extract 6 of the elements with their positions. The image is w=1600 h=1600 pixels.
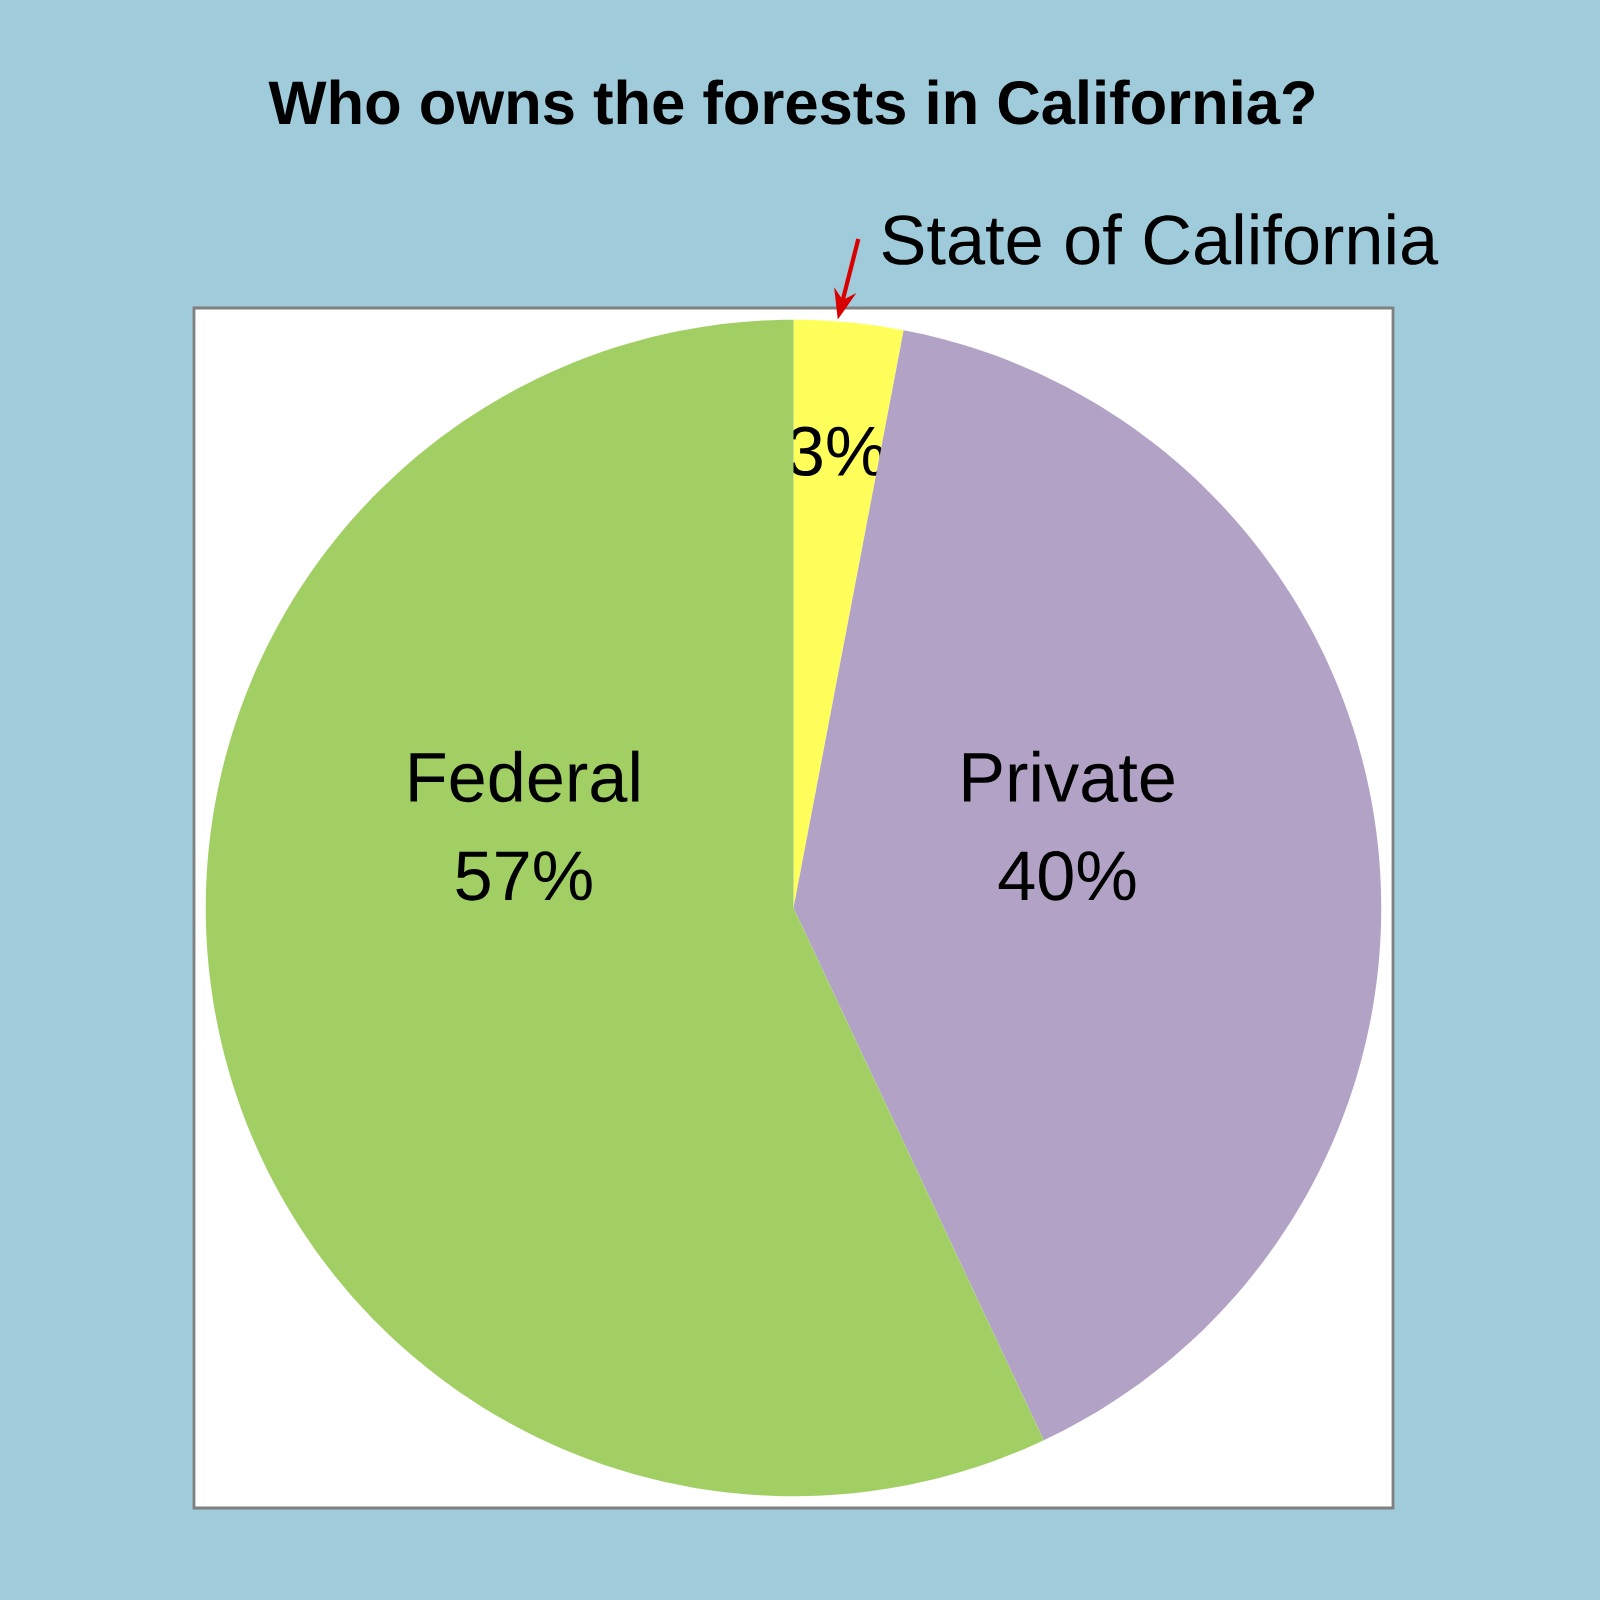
slice-label: Private — [963, 750, 1174, 803]
chart-title: Who owns the forests in California? — [268, 79, 1314, 125]
data-label: 40% — [998, 850, 1136, 901]
slice-label: Federal — [410, 750, 639, 803]
data-label: 57% — [456, 851, 592, 901]
slice-label: State of California — [882, 213, 1439, 265]
